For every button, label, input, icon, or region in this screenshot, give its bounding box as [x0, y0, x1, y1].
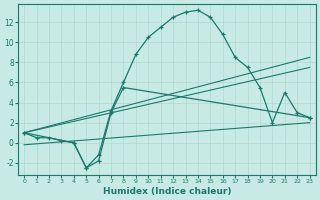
X-axis label: Humidex (Indice chaleur): Humidex (Indice chaleur) [103, 187, 231, 196]
